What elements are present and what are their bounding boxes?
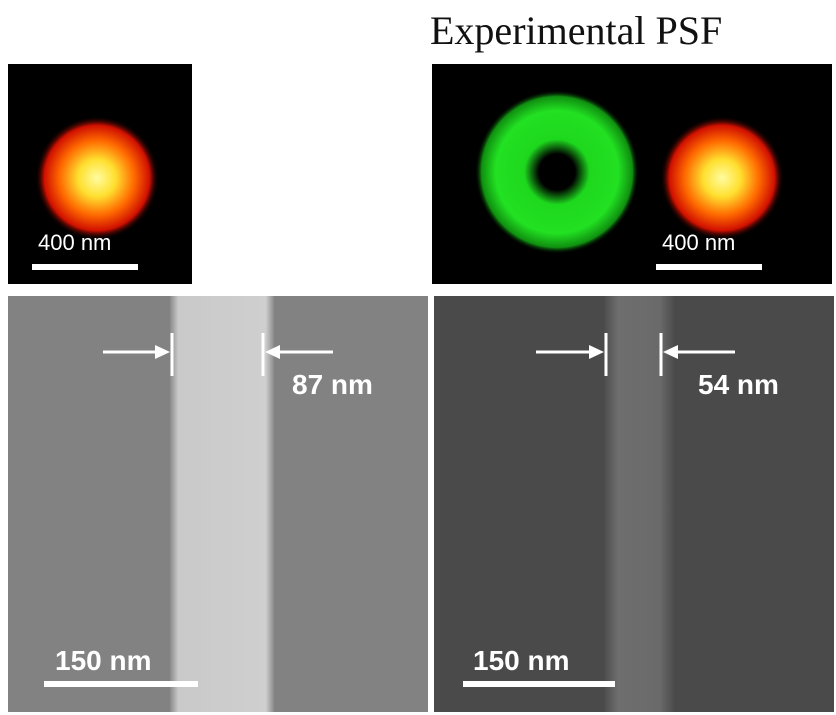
scale-bar-label: 150 nm — [473, 645, 570, 676]
width-label: 54 nm — [698, 369, 779, 400]
psf-panel: 400 nm — [432, 64, 832, 284]
psf-spot — [35, 116, 159, 240]
scale-bar-label: 400 nm — [38, 230, 111, 255]
width-label: 87 nm — [292, 369, 373, 400]
psf-spot — [660, 116, 784, 240]
scale-bar-label: 150 nm — [55, 645, 152, 676]
figure: Experimental PSF 400 nm 400 nm 87 nm 150… — [0, 0, 836, 715]
psf-panel: 400 nm — [8, 64, 192, 284]
depletion-donut — [475, 90, 639, 254]
scale-bar-label: 400 nm — [662, 230, 735, 255]
line-feature — [170, 296, 274, 712]
sem-panel: 54 nm 150 nm — [434, 296, 834, 712]
sem-panel: 87 nm 150 nm — [8, 296, 428, 712]
title: Experimental PSF — [430, 8, 722, 53]
line-feature — [604, 296, 674, 712]
